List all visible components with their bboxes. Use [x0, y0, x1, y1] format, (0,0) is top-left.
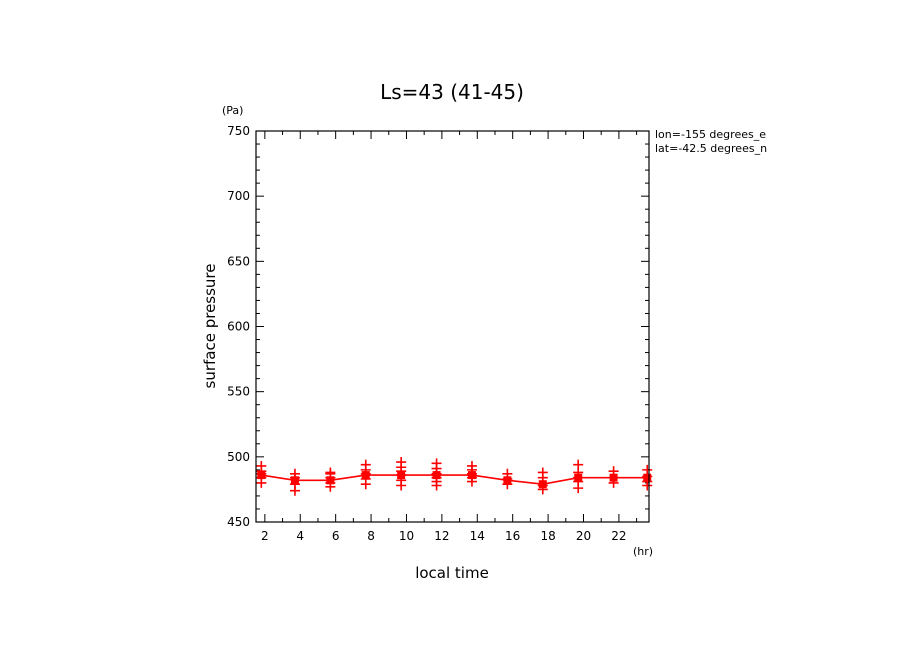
series-point: [503, 476, 512, 485]
x-tick-label: 4: [296, 529, 304, 543]
series-point: [609, 473, 618, 482]
y-axis-title: surface pressure: [201, 264, 219, 389]
y-tick-label: 500: [227, 450, 250, 464]
y-tick-label: 700: [227, 189, 250, 203]
y-tick-label: 450: [227, 515, 250, 529]
series-point: [257, 471, 266, 480]
scatter-point: [360, 459, 371, 470]
series-point: [432, 471, 441, 480]
series-point: [397, 471, 406, 480]
scatter-point: [466, 460, 477, 471]
x-tick-label: 8: [367, 529, 375, 543]
scatter-point: [256, 460, 267, 471]
scatter-point: [325, 467, 336, 478]
x-axis-title: local time: [415, 564, 489, 582]
y-tick-label: 750: [227, 124, 250, 138]
series-point: [290, 476, 299, 485]
x-tick-label: 10: [399, 529, 414, 543]
series-point: [643, 473, 652, 482]
x-tick-label: 6: [332, 529, 340, 543]
y-tick-label: 650: [227, 254, 250, 268]
series-line: [261, 474, 648, 486]
x-tick-label: 20: [576, 529, 591, 543]
scatter-point: [431, 458, 442, 469]
x-unit-label: (hr): [633, 545, 653, 558]
x-tick-label: 12: [434, 529, 449, 543]
info-line-lon: lon=-155 degrees_e: [655, 128, 766, 141]
plot-frame: [255, 130, 650, 523]
scatter-point: [642, 464, 653, 475]
series-point: [326, 476, 335, 485]
scatter-point: [573, 459, 584, 470]
scatter-point: [396, 457, 407, 468]
y-unit-label: (Pa): [222, 104, 243, 117]
y-tick-label: 550: [227, 385, 250, 399]
x-tick-label: 14: [470, 529, 485, 543]
x-tick-label: 22: [611, 529, 626, 543]
y-tick-label: 600: [227, 320, 250, 334]
x-tick-label: 16: [505, 529, 520, 543]
series-point: [467, 471, 476, 480]
scatter-point: [537, 467, 548, 478]
x-tick-label: 18: [540, 529, 555, 543]
x-tick-label: 2: [261, 529, 269, 543]
chart-title: Ls=43 (41-45): [380, 80, 524, 104]
data-marks: [256, 457, 653, 496]
series-point: [538, 480, 547, 489]
series-point: [574, 473, 583, 482]
info-line-lat: lat=-42.5 degrees_n: [655, 142, 767, 155]
series-point: [361, 471, 370, 480]
